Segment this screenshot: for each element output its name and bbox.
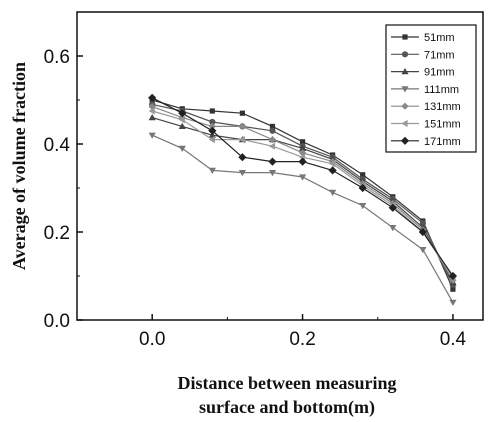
- data-point: [448, 271, 458, 281]
- legend-label: 131mm: [424, 101, 461, 113]
- data-point: [401, 51, 409, 58]
- data-point: [208, 122, 216, 130]
- y-tick-label: 0.0: [44, 311, 70, 332]
- data-point: [401, 119, 408, 128]
- y-tick-label: 0.2: [44, 223, 70, 244]
- data-point: [299, 139, 306, 145]
- data-point: [329, 160, 336, 168]
- legend-item: 151mm: [391, 119, 461, 131]
- data-point: [238, 170, 247, 177]
- data-point: [329, 189, 337, 196]
- data-point: [208, 167, 216, 174]
- data-point: [178, 145, 186, 152]
- legend-item: 91mm: [391, 67, 455, 79]
- y-tick-label: 0.6: [44, 47, 70, 68]
- legend-label: 111mm: [424, 84, 459, 96]
- data-point: [269, 123, 276, 129]
- data-point: [209, 108, 215, 114]
- x-tick-label: 0.4: [440, 329, 467, 350]
- data-point: [239, 110, 246, 116]
- legend-item: 71mm: [391, 49, 455, 61]
- y-tick-label: 0.4: [44, 135, 71, 156]
- data-point: [178, 122, 186, 129]
- x-axis-title-line-2: surface and bottom(m): [199, 397, 375, 418]
- legend-label: 51mm: [424, 32, 455, 44]
- data-point: [358, 183, 367, 193]
- data-point: [208, 126, 217, 135]
- data-point: [268, 157, 277, 166]
- legend: 51mm 71mm 91mm 111mm 131mm 151mm 171mm: [385, 24, 477, 153]
- data-point: [401, 68, 409, 75]
- data-point: [209, 118, 216, 126]
- data-point: [328, 166, 337, 175]
- legend-label: 91mm: [424, 67, 455, 79]
- data-point: [389, 225, 397, 232]
- data-point: [401, 102, 409, 110]
- data-point: [449, 276, 457, 284]
- x-tick-label: 0.0: [139, 329, 165, 350]
- data-point: [268, 142, 276, 150]
- data-point: [298, 157, 307, 166]
- data-point: [359, 180, 367, 188]
- data-point: [148, 93, 157, 102]
- series-151mm: [148, 107, 456, 282]
- data-point: [419, 220, 426, 227]
- legend-item: 171mm: [391, 136, 461, 148]
- series-171mm: [148, 93, 458, 281]
- legend-item: 51mm: [391, 32, 455, 44]
- data-point: [268, 136, 277, 144]
- data-point: [388, 203, 397, 212]
- data-point: [268, 170, 277, 177]
- data-point: [298, 144, 307, 151]
- series-111mm: [148, 132, 457, 306]
- axes: 0.0 0.2 0.4 0.6 0.0 0.2 0.4: [44, 47, 467, 350]
- data-point: [238, 153, 247, 162]
- data-point: [269, 127, 276, 134]
- series-layer: [148, 93, 458, 306]
- data-point: [178, 109, 187, 118]
- data-point: [148, 132, 156, 139]
- data-point: [148, 114, 156, 121]
- legend-label: 171mm: [424, 136, 461, 148]
- data-point: [298, 174, 307, 181]
- data-point: [360, 172, 366, 178]
- legend-label: 151mm: [424, 119, 461, 131]
- data-point: [148, 107, 155, 115]
- data-point: [359, 203, 367, 210]
- data-point: [450, 286, 456, 292]
- legend-item: 111mm: [391, 84, 459, 96]
- y-axis-title: Average of volume fraction: [9, 62, 29, 270]
- x-tick-label: 0.2: [289, 329, 315, 350]
- data-point: [400, 136, 410, 145]
- legend-item: 131mm: [391, 101, 461, 113]
- data-point: [419, 247, 427, 254]
- x-axis-title-line-1: Distance between measuring: [178, 373, 397, 393]
- data-point: [178, 116, 185, 124]
- data-point: [449, 299, 457, 306]
- data-point: [298, 149, 307, 157]
- data-point: [208, 136, 215, 144]
- data-point: [401, 86, 409, 93]
- data-point: [418, 227, 427, 237]
- legend-label: 71mm: [424, 49, 455, 61]
- data-point: [238, 122, 247, 130]
- data-point: [238, 136, 246, 144]
- data-point: [402, 34, 408, 40]
